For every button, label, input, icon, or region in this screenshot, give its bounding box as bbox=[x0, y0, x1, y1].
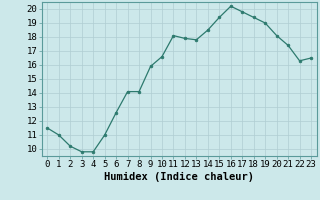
X-axis label: Humidex (Indice chaleur): Humidex (Indice chaleur) bbox=[104, 172, 254, 182]
